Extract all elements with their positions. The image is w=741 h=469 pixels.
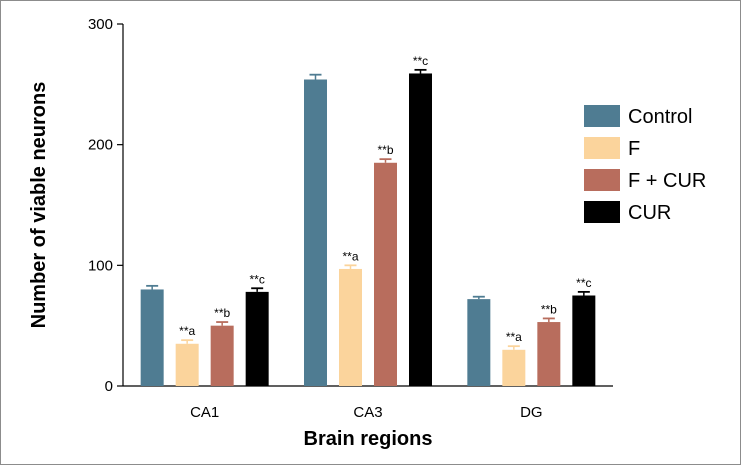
- x-axis-ticks: CA1 CA3 DG: [190, 404, 543, 421]
- legend-swatch: [584, 169, 620, 191]
- significance-label: **a: [506, 330, 522, 344]
- bar-f-ca3: [339, 268, 362, 386]
- significance-label: **c: [576, 276, 591, 290]
- x-tick-label: CA3: [353, 404, 382, 421]
- legend-label: Control: [628, 106, 692, 128]
- significance-label: **a: [179, 324, 195, 338]
- bar-f-cur-dg: [537, 322, 561, 386]
- y-tick-label: 300: [88, 16, 113, 33]
- legend-swatch: [584, 201, 620, 223]
- y-tick-label: 100: [88, 257, 113, 274]
- x-tick-label: DG: [520, 404, 543, 421]
- bar-cur-ca3: [409, 73, 432, 387]
- legend-swatch: [584, 137, 620, 159]
- legend-label: F + CUR: [628, 170, 706, 192]
- y-tick-label: 0: [105, 378, 113, 395]
- significance-label: **c: [249, 272, 264, 286]
- significance-label: **b: [541, 302, 557, 316]
- x-axis-title: Brain regions: [304, 428, 433, 450]
- significance-label: **c: [413, 54, 428, 68]
- bar-control-ca3: [304, 79, 327, 387]
- bars: **a **b **c **a **b **c **a **b **c: [140, 54, 596, 387]
- bar-cur-dg: [572, 295, 596, 386]
- bar-f-dg: [502, 349, 526, 386]
- bar-f-cur-ca3: [374, 162, 397, 386]
- significance-label: **a: [342, 249, 358, 263]
- bar-f-ca1: [175, 343, 199, 386]
- bar-control-ca1: [140, 289, 164, 386]
- y-axis-title: Number of viable neurons: [28, 82, 50, 329]
- bar-cur-ca1: [245, 291, 269, 386]
- legend: Control F F + CUR CUR: [584, 105, 706, 224]
- legend-label: CUR: [628, 202, 671, 224]
- bar-f-cur-ca1: [210, 325, 234, 386]
- y-tick-label: 200: [88, 137, 113, 154]
- axes: [122, 24, 613, 387]
- significance-label: **b: [214, 306, 230, 320]
- significance-label: **b: [377, 143, 393, 157]
- x-tick-label: CA1: [190, 404, 219, 421]
- legend-label: F: [628, 138, 640, 160]
- bar-control-dg: [467, 299, 491, 386]
- legend-swatch: [584, 105, 620, 127]
- y-axis-ticks: 0 100 200 300: [88, 16, 123, 395]
